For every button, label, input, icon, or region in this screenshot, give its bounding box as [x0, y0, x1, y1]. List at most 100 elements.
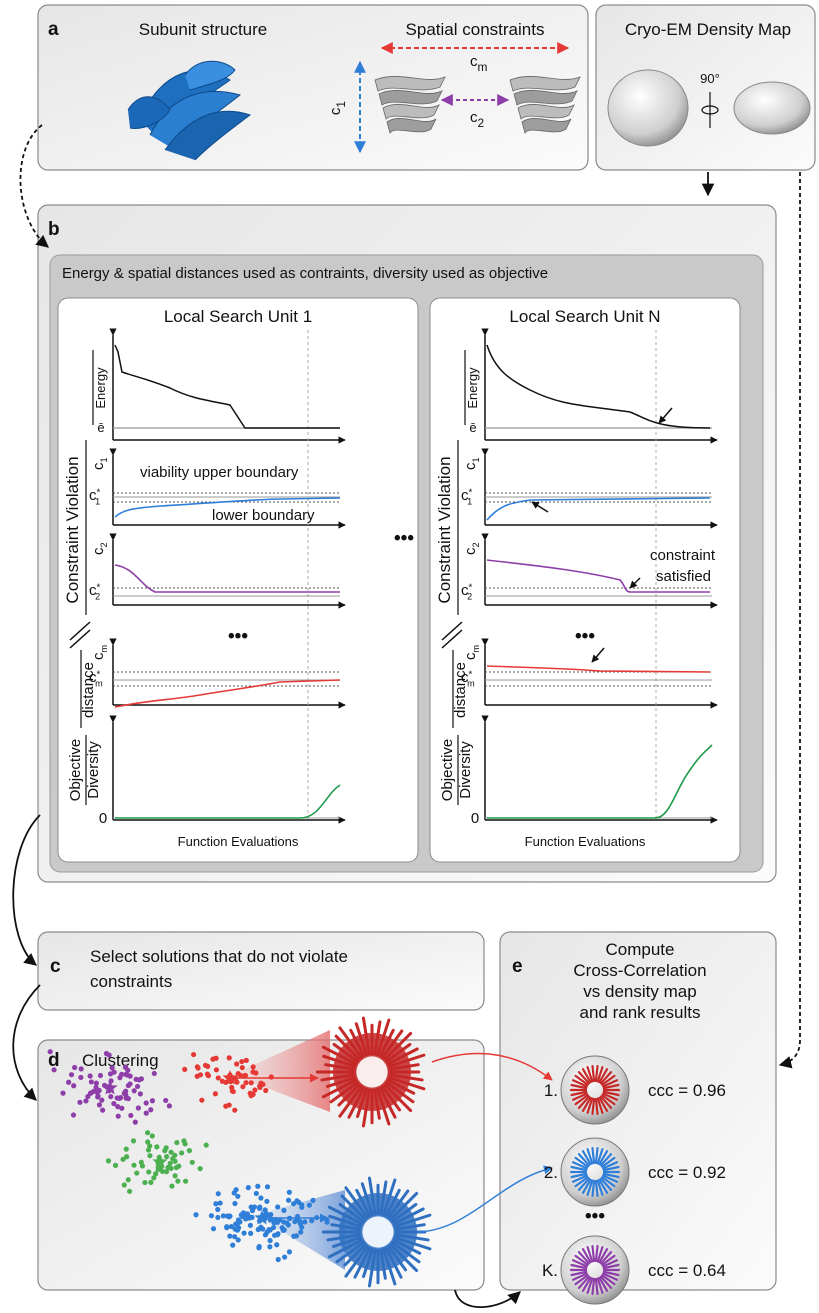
cluster-point [216, 1075, 221, 1080]
cluster-point [136, 1105, 141, 1110]
cluster-point [145, 1130, 150, 1135]
cluster-point [88, 1073, 93, 1078]
cluster-point [128, 1113, 133, 1118]
cluster-point [183, 1179, 188, 1184]
flow-arrow [780, 172, 800, 1065]
cluster-point [190, 1160, 195, 1165]
panel-title: Clustering [82, 1051, 159, 1070]
cluster-point [89, 1079, 94, 1084]
cluster-point [94, 1080, 99, 1085]
tick-label-sub: 2 [467, 592, 472, 602]
cluster-point [167, 1103, 172, 1108]
cluster-point [100, 1108, 105, 1113]
panel-title: Compute [606, 940, 675, 959]
cluster-point [276, 1257, 281, 1262]
cluster-point [60, 1091, 65, 1096]
cluster-point [307, 1203, 312, 1208]
cluster-point [230, 1243, 235, 1248]
cluster-point [239, 1059, 244, 1064]
cluster-point [268, 1238, 273, 1243]
cluster-point [225, 1213, 230, 1218]
cluster-point [269, 1074, 274, 1079]
cluster-point [216, 1191, 221, 1196]
axis-label: Objective [67, 739, 84, 802]
cluster-point [126, 1177, 131, 1182]
cluster-point [281, 1208, 286, 1213]
tick-label: 0 [99, 810, 107, 827]
cluster-point [162, 1148, 167, 1153]
cluster-point [174, 1140, 179, 1145]
tick-label: c*2 [89, 582, 101, 602]
score-label: ccc = 0.92 [648, 1163, 726, 1182]
panel-title: Spatial constraints [406, 20, 545, 39]
cluster-point [241, 1231, 246, 1236]
tick-label: ē [97, 420, 104, 435]
cluster-point [220, 1079, 225, 1084]
fitted-spike [592, 1066, 594, 1081]
cluster-point [253, 1070, 258, 1075]
cluster-point [263, 1088, 268, 1093]
cluster-point [195, 1065, 200, 1070]
fitted-spike [596, 1279, 598, 1294]
unit-box [58, 298, 418, 862]
panel-title: Cross-Correlation [573, 961, 706, 980]
cluster-point [257, 1205, 262, 1210]
cluster-point [182, 1067, 187, 1072]
cluster-point [142, 1180, 147, 1185]
cluster-point [51, 1067, 56, 1072]
cluster-point [210, 1057, 215, 1062]
cluster-point [193, 1212, 198, 1217]
cluster-point [215, 1215, 220, 1220]
axis-label: Diversity [85, 741, 102, 799]
cluster-point [48, 1049, 53, 1054]
rank-label: 1. [544, 1081, 558, 1100]
cluster-point [172, 1153, 177, 1158]
cluster-point [281, 1228, 286, 1233]
cluster-point [250, 1208, 255, 1213]
fitted-spike [596, 1066, 598, 1081]
ellipsis: ••• [575, 626, 595, 647]
cluster-point [97, 1102, 102, 1107]
cluster-point [138, 1091, 143, 1096]
cluster-point [172, 1173, 177, 1178]
ellipsis: ••• [394, 528, 414, 549]
cluster-point [179, 1150, 184, 1155]
cluster-point [254, 1191, 259, 1196]
fitted-spike [592, 1148, 594, 1163]
fitted-spike [592, 1246, 594, 1261]
score-label: ccc = 0.96 [648, 1081, 726, 1100]
cluster-point [215, 1207, 220, 1212]
panel-text: Select solutions that do not violate [90, 947, 348, 966]
axis-label: Energy [93, 367, 108, 409]
cluster-point [234, 1061, 239, 1066]
cluster-point [199, 1098, 204, 1103]
c1-label-sub: 1 [334, 101, 348, 108]
fitted-spike [592, 1099, 594, 1114]
cluster-point [108, 1094, 113, 1099]
cluster-point [124, 1147, 129, 1152]
axis-label-sub: 1 [99, 457, 109, 462]
cluster-point [168, 1166, 173, 1171]
cluster-point [209, 1213, 214, 1218]
cluster-point [287, 1190, 292, 1195]
cluster-point [227, 1234, 232, 1239]
tick-label: ē [469, 420, 476, 435]
cluster-point [79, 1066, 84, 1071]
cluster-point [113, 1163, 118, 1168]
cluster-point [140, 1163, 145, 1168]
cluster-point [137, 1077, 142, 1082]
panel-title: Subunit structure [139, 20, 268, 39]
cluster-point [163, 1098, 168, 1103]
flow-arrow [455, 1290, 520, 1307]
cluster-point [133, 1120, 138, 1125]
cluster-point [258, 1195, 263, 1200]
tick-label: c*2 [461, 582, 473, 602]
assembly-core [362, 1216, 393, 1247]
cluster-point [287, 1249, 292, 1254]
cluster-point [260, 1082, 265, 1087]
cluster-point [146, 1147, 151, 1152]
cluster-point [169, 1183, 174, 1188]
axis-label: distance [80, 662, 97, 718]
cluster-point [77, 1100, 82, 1105]
cluster-point [291, 1201, 296, 1206]
